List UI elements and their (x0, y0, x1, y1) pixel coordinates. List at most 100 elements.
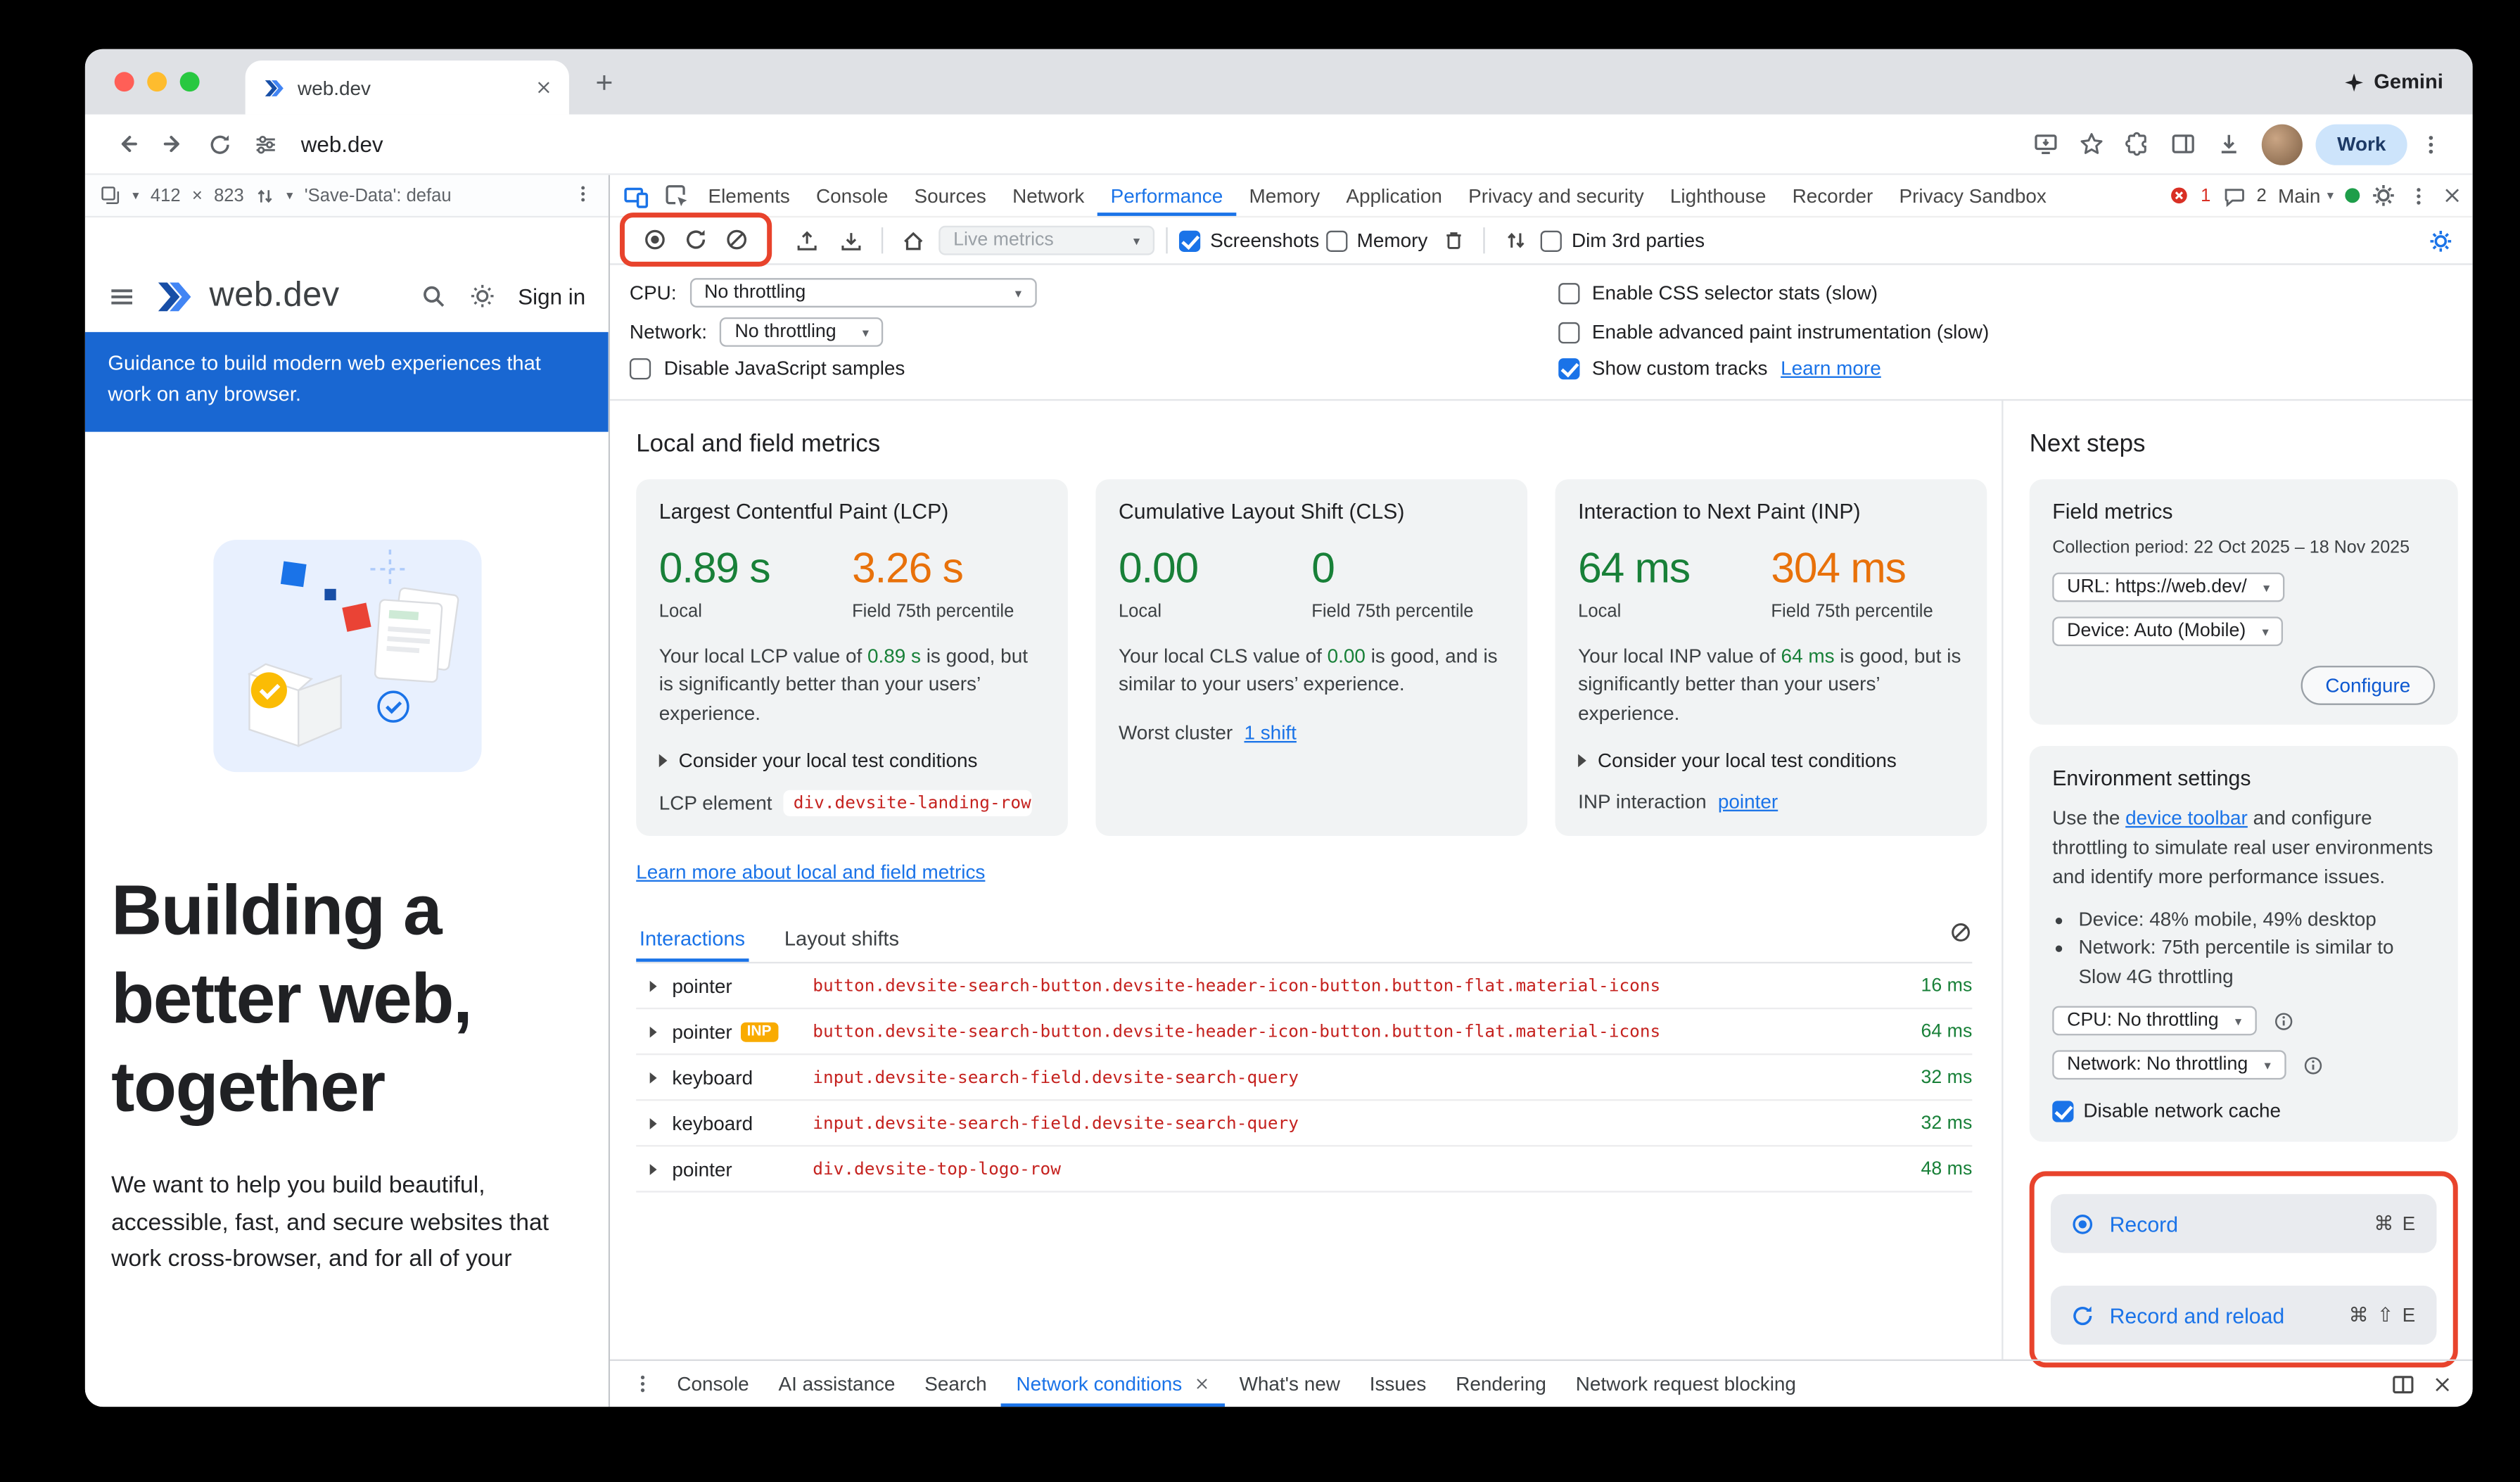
forward-button[interactable] (151, 121, 196, 167)
url-text[interactable]: web.dev (300, 132, 383, 156)
clear-interactions-button[interactable] (1949, 920, 1973, 958)
memory-checkbox[interactable] (1325, 229, 1347, 251)
site-brand[interactable]: web.dev (209, 276, 340, 315)
inp-interaction-link[interactable]: pointer (1717, 790, 1778, 813)
site-banner[interactable]: Guidance to build modern web experiences… (84, 331, 609, 432)
learn-more-metrics-link[interactable]: Learn more about local and field metrics (636, 861, 986, 884)
network-throttling-select[interactable]: No throttling ▾ (720, 317, 884, 347)
tab-close-icon[interactable] (535, 79, 553, 97)
env-cpu-select[interactable]: CPU: No throttling ▾ (2052, 1006, 2257, 1036)
responsive-dimensions-icon[interactable] (100, 185, 121, 206)
drawer-menu-button[interactable] (623, 1364, 663, 1404)
tab-lighthouse[interactable]: Lighthouse (1669, 184, 1767, 208)
inspect-element-button[interactable] (656, 176, 695, 215)
sign-in-button[interactable]: Sign in (518, 284, 586, 309)
expand-arrow-icon[interactable] (649, 1117, 657, 1129)
drawer-tab-rendering[interactable]: Rendering (1456, 1372, 1546, 1395)
info-icon[interactable] (2302, 1055, 2323, 1076)
zoom-window-button[interactable] (179, 72, 200, 92)
interaction-row[interactable]: pointer div.devsite-top-logo-row 48 ms (636, 1147, 1973, 1193)
network-throughput-button[interactable] (1496, 222, 1534, 259)
device-width[interactable]: 412 (150, 185, 181, 205)
reload-button[interactable] (196, 121, 242, 167)
info-icon[interactable] (2272, 1011, 2293, 1032)
device-height[interactable]: 823 (214, 185, 244, 205)
minimize-window-button[interactable] (147, 72, 167, 92)
site-settings-button[interactable] (242, 121, 288, 167)
screenshots-checkbox-row[interactable]: Screenshots (1178, 229, 1319, 252)
browser-menu-button[interactable] (2407, 121, 2453, 167)
memory-checkbox-row[interactable]: Memory (1325, 229, 1427, 252)
browser-tab[interactable]: web.dev (245, 61, 569, 115)
bookmark-button[interactable] (2069, 121, 2115, 167)
expand-arrow-icon[interactable] (649, 1072, 657, 1083)
devtools-settings-button[interactable] (2372, 183, 2396, 208)
caret-down-icon[interactable]: ▾ (286, 188, 293, 203)
devtools-close-button[interactable] (2441, 185, 2462, 206)
lcp-test-conditions-expander[interactable]: Consider your local test conditions (658, 749, 1045, 773)
drawer-tab-console[interactable]: Console (677, 1372, 749, 1395)
collect-garbage-button[interactable] (1434, 222, 1472, 259)
show-custom-tracks-checkbox[interactable] (1558, 357, 1579, 379)
tab-performance[interactable]: Performance (1097, 175, 1236, 216)
field-url-select[interactable]: URL: https://web.dev/▾ (2052, 572, 2285, 602)
search-icon[interactable] (420, 283, 446, 309)
record-action-button[interactable]: Record ⌘ E (2050, 1194, 2437, 1253)
rotate-icon[interactable] (255, 186, 275, 205)
gemini-button[interactable]: Gemini (2343, 70, 2443, 93)
load-profile-button[interactable] (788, 222, 825, 259)
inp-test-conditions-expander[interactable]: Consider your local test conditions (1578, 749, 1964, 773)
expand-arrow-icon[interactable] (649, 1163, 657, 1175)
drawer-tab-network-conditions[interactable]: Network conditions (1002, 1361, 1225, 1407)
custom-tracks-learn-more-link[interactable]: Learn more (1781, 356, 1881, 380)
new-tab-button[interactable] (583, 61, 625, 103)
side-panel-button[interactable] (2161, 121, 2206, 167)
drawer-tab-issues[interactable]: Issues (1369, 1372, 1427, 1395)
disable-network-cache-row[interactable]: Disable network cache (2052, 1099, 2435, 1122)
context-selector[interactable]: Main ▾ (2278, 184, 2334, 208)
close-drawer-icon[interactable] (2432, 1373, 2453, 1394)
throttle-select[interactable]: 'Save-Data': defau (304, 185, 452, 205)
drawer-tab-network-request-blocking[interactable]: Network request blocking (1575, 1372, 1796, 1395)
clear-button[interactable] (718, 221, 755, 258)
tab-recorder[interactable]: Recorder (1792, 184, 1873, 208)
interaction-row[interactable]: pointer INP button.devsite-search-button.… (636, 1010, 1973, 1056)
interaction-row[interactable]: keyboard input.devsite-search-field.devs… (636, 1101, 1973, 1147)
tab-network[interactable]: Network (1012, 184, 1085, 208)
env-network-select[interactable]: Network: No throttling ▾ (2052, 1050, 2286, 1080)
webdev-logo[interactable] (152, 276, 193, 317)
install-app-button[interactable] (2023, 121, 2069, 167)
drawer-tab-search[interactable]: Search (924, 1372, 987, 1395)
save-profile-button[interactable] (832, 222, 870, 259)
record-and-reload-action-button[interactable]: Record and reload ⌘ ⇧ E (2050, 1286, 2437, 1345)
downloads-button[interactable] (2206, 121, 2252, 167)
tab-memory[interactable]: Memory (1249, 184, 1321, 208)
tab-privacy-security[interactable]: Privacy and security (1468, 184, 1644, 208)
disable-js-samples-checkbox[interactable] (629, 357, 651, 379)
expand-arrow-icon[interactable] (649, 980, 657, 992)
tab-console[interactable]: Console (815, 184, 889, 208)
close-window-button[interactable] (114, 72, 134, 92)
live-metrics-home-button[interactable] (895, 222, 932, 259)
drawer-tab-ai-assistance[interactable]: AI assistance (778, 1372, 896, 1395)
record-and-reload-button[interactable] (677, 221, 714, 258)
dim-3rd-parties-checkbox-row[interactable]: Dim 3rd parties (1540, 229, 1705, 252)
tab-sources[interactable]: Sources (914, 184, 986, 208)
screenshots-checkbox[interactable] (1178, 229, 1201, 251)
profile-chip[interactable]: Work (2315, 123, 2407, 165)
dim-3rd-parties-checkbox[interactable] (1540, 229, 1563, 251)
caret-down-icon[interactable]: ▾ (132, 188, 139, 203)
record-button[interactable] (636, 221, 673, 258)
tab-privacy-sandbox[interactable]: Privacy Sandbox (1899, 184, 2047, 208)
lcp-element-link[interactable]: div.devsite-landing-row-ite… (783, 790, 1033, 817)
back-button[interactable] (105, 121, 151, 167)
interaction-row[interactable]: pointer button.devsite-search-button.dev… (636, 964, 1973, 1010)
messages-icon[interactable] (2222, 184, 2246, 208)
drawer-tab-whats-new[interactable]: What's new (1239, 1372, 1340, 1395)
extensions-button[interactable] (2115, 121, 2161, 167)
css-selector-stats-checkbox[interactable] (1558, 281, 1579, 304)
toggle-device-toolbar-button[interactable] (616, 176, 656, 215)
device-toolbar-menu-button[interactable] (573, 182, 594, 208)
split-panel-icon[interactable] (2391, 1372, 2415, 1396)
capture-settings-button[interactable] (2429, 228, 2453, 253)
